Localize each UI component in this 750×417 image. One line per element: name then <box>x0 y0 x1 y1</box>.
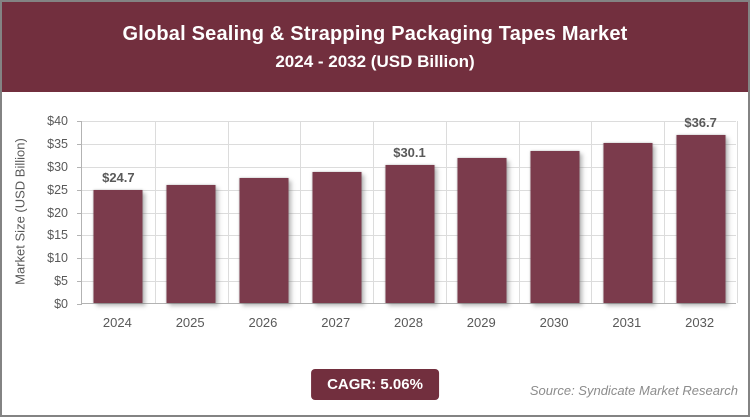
y-tick-label: $15 <box>47 228 68 243</box>
bar-2029 <box>457 158 507 303</box>
y-axis-tickmark <box>77 212 82 214</box>
bar-value-label-2024: $24.7 <box>102 170 135 185</box>
x-tick-label-2031: 2031 <box>612 315 642 330</box>
y-axis-tickmark <box>77 235 82 237</box>
y-tick-label: $40 <box>47 114 68 128</box>
x-tick-label-2028: 2028 <box>394 315 423 330</box>
bar-2026 <box>239 178 289 303</box>
bar-2030 <box>530 151 580 303</box>
x-tick-label-2029: 2029 <box>466 315 496 330</box>
y-axis-tickmark <box>77 281 82 283</box>
chart-header: Global Sealing & Strapping Packaging Tap… <box>2 2 748 92</box>
bar-value-label-2028: $30.1 <box>393 145 426 161</box>
y-axis-tickmark <box>77 189 82 191</box>
cagr-badge: CAGR: 5.06% <box>311 369 439 400</box>
vertical-gridline <box>445 121 447 303</box>
y-axis-tickmark <box>77 304 82 305</box>
horizontal-gridline <box>82 143 736 145</box>
x-tick-label-2025: 2025 <box>175 315 205 330</box>
y-tick-label: $30 <box>47 159 68 174</box>
bar-2027 <box>312 172 362 303</box>
vertical-gridline <box>518 121 520 303</box>
y-axis-tickmark <box>77 166 82 168</box>
x-tick-label-2030: 2030 <box>539 315 569 330</box>
x-axis-tick-labels: 2024 2025 2026 2027 2028 2029 2030 2031 2032 <box>81 315 736 335</box>
y-tick-label: $25 <box>47 182 68 197</box>
x-tick-label-2032: 2032 <box>685 315 715 330</box>
y-axis-tickmark <box>77 121 82 122</box>
vertical-gridline <box>664 121 666 303</box>
source-credit: Source: Syndicate Market Research <box>529 383 738 398</box>
y-tick-label: $10 <box>47 251 68 266</box>
chart-subtitle: 2024 - 2032 (USD Billion) <box>275 51 475 71</box>
bar-2024 <box>93 190 143 303</box>
bar-value-label-2032: $36.7 <box>684 115 717 131</box>
x-tick-label-2024: 2024 <box>102 315 132 330</box>
x-tick-label-2027: 2027 <box>321 315 351 330</box>
vertical-gridline <box>154 121 156 303</box>
horizontal-gridline <box>82 121 736 122</box>
vertical-gridline <box>373 121 375 303</box>
y-tick-label: $35 <box>47 136 68 151</box>
bar-2031 <box>603 143 653 303</box>
bar-2032 <box>676 135 726 303</box>
x-tick-label-2026: 2026 <box>248 315 278 330</box>
bar-2028 <box>385 165 434 303</box>
vertical-gridline <box>591 121 593 303</box>
y-axis-tick-labels: $0 $5 $10 $15 $20 $25 $30 $35 $40 <box>2 114 75 311</box>
y-tick-label: $5 <box>54 274 68 289</box>
bar-2025 <box>166 184 216 303</box>
y-tick-label: $0 <box>54 297 68 311</box>
y-tick-label: $20 <box>47 205 68 220</box>
y-axis-tickmark <box>77 143 82 145</box>
chart-title: Global Sealing & Strapping Packaging Tap… <box>122 22 628 45</box>
plot-area: $24.7 $30.1 $36.7 <box>77 115 738 305</box>
y-axis-tickmark <box>77 258 82 260</box>
vertical-gridline <box>737 121 738 303</box>
vertical-gridline <box>300 121 302 303</box>
vertical-gridline <box>227 121 229 303</box>
